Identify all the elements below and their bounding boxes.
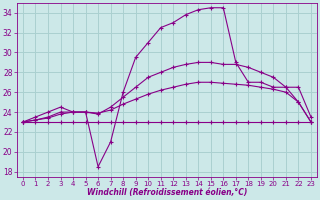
X-axis label: Windchill (Refroidissement éolien,°C): Windchill (Refroidissement éolien,°C) [87,188,247,197]
